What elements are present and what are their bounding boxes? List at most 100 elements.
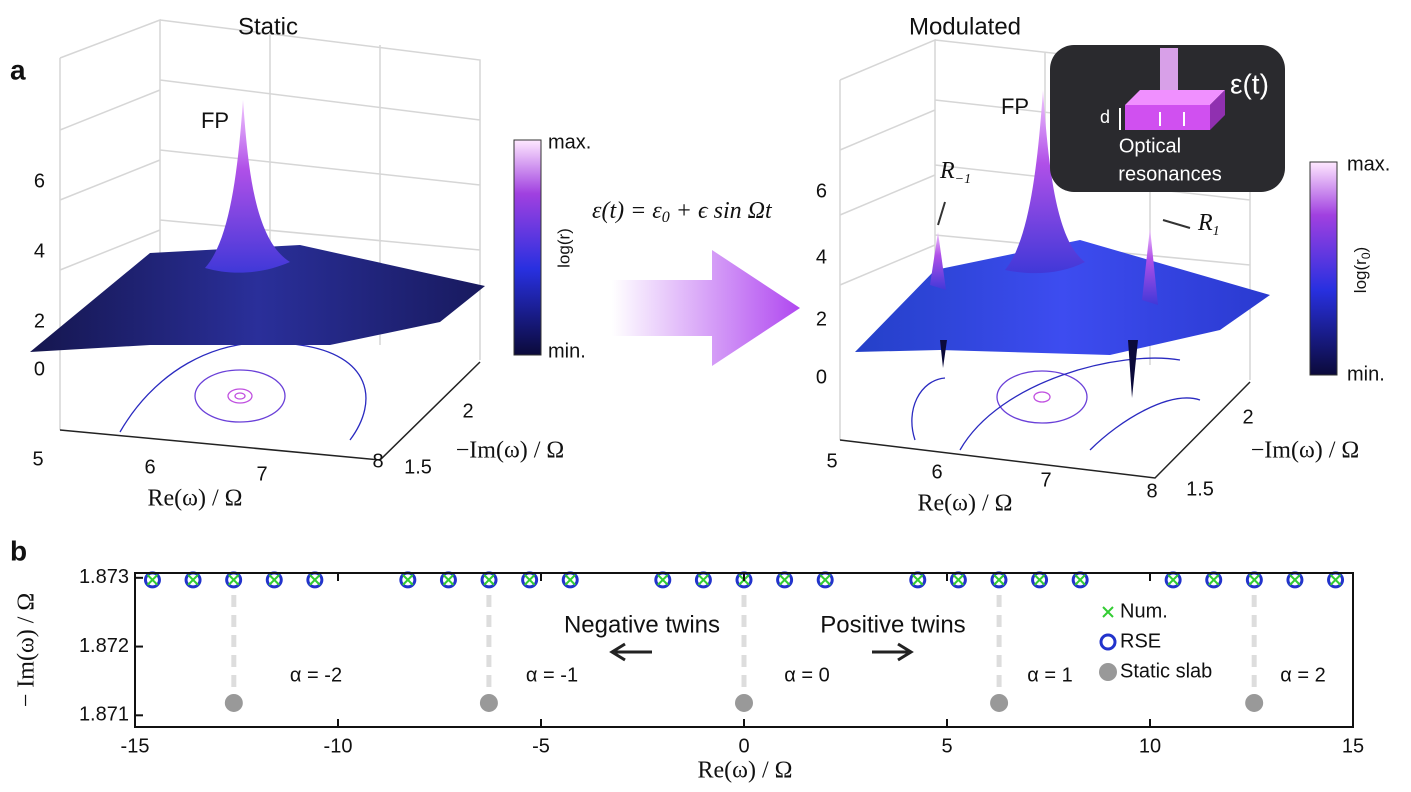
panel-label: a: [10, 54, 26, 85]
tick: 8: [372, 450, 383, 472]
legend-label: RSE: [1120, 630, 1161, 652]
grid-frame: [59, 18, 481, 430]
tick: 2: [462, 400, 473, 422]
tick: 7: [256, 463, 267, 485]
surface: [30, 245, 485, 352]
equation: ε(t) = ε0 + ϵ sin Ωt: [592, 198, 773, 226]
point: [479, 693, 498, 712]
modulated-plot: 6 4 2 0 5 6 7 8 2 1.5 Re(ω) / Ω −Im(ω) /…: [816, 13, 1390, 516]
point: [224, 693, 243, 712]
axis-label: Re(ω) / Ω: [918, 491, 1013, 517]
legend-marker: [1099, 633, 1117, 651]
point: [227, 574, 240, 586]
contour: [1033, 391, 1051, 403]
legend-label: Num.: [1120, 600, 1168, 622]
label-main: R: [1197, 210, 1213, 236]
annotation: α = -2: [290, 664, 342, 686]
cb-part: log(r: [1351, 259, 1370, 293]
tick: 0: [816, 366, 827, 388]
point: [146, 574, 159, 586]
y-tick-label: 1.871: [79, 704, 129, 726]
legend-marker: [1102, 606, 1114, 618]
eq-part: ε(t) = ε: [592, 198, 662, 224]
tick: 4: [816, 246, 827, 268]
x-tick-label: -10: [324, 735, 353, 757]
tick: 1.5: [1186, 478, 1214, 500]
label-sub: 1: [1213, 224, 1220, 239]
point: [1289, 574, 1301, 586]
x-tick-label: -5: [532, 735, 550, 757]
tick: 5: [32, 448, 43, 470]
tick: 1.5: [404, 456, 432, 478]
point: [1329, 574, 1342, 586]
resonance-label: R1: [1197, 210, 1220, 240]
point: [442, 574, 455, 586]
x-tick-label: 5: [941, 735, 952, 757]
tick: 2: [34, 310, 45, 332]
colorbar-label: min.: [548, 340, 586, 362]
colorbar-title: log(r0): [1351, 247, 1373, 293]
arrows: [1159, 112, 1185, 126]
y-axis-label: − Im(ω) / Ω: [14, 593, 40, 707]
dip: [940, 340, 947, 368]
colorbar: [1309, 161, 1338, 376]
contour: [996, 370, 1088, 424]
slab-side: [1210, 90, 1225, 130]
x-tick-label: 15: [1342, 735, 1364, 757]
x-tick-label: 10: [1139, 735, 1161, 757]
tick: 2: [1242, 406, 1253, 428]
colorbar-title: log(r): [554, 228, 573, 268]
point: [1074, 574, 1086, 586]
resonance-label: R−1: [939, 158, 971, 188]
y-tick-label: 1.873: [79, 566, 129, 588]
point: [309, 574, 321, 586]
slab: [1125, 105, 1210, 130]
point: [697, 574, 710, 586]
annotation: Positive twins: [820, 611, 965, 638]
x-tick-label: -15: [121, 735, 150, 757]
point: [952, 574, 965, 586]
point: [778, 574, 791, 586]
colorbar: [513, 139, 542, 356]
peak: [1142, 228, 1158, 305]
label-sub: −1: [955, 172, 971, 187]
point: [657, 574, 669, 586]
label-main: R: [939, 158, 955, 184]
point: [402, 574, 414, 586]
panel-label: b: [10, 535, 27, 566]
point: [735, 693, 753, 712]
point: [990, 693, 1009, 712]
eq-sub: 0: [662, 209, 670, 226]
point: [187, 574, 199, 586]
peak-label: FP: [1001, 94, 1029, 119]
base-axes: [59, 361, 481, 461]
point: [1167, 574, 1179, 586]
inset-label: ε(t): [1230, 68, 1269, 99]
point: [268, 574, 280, 586]
tick: 7: [1040, 469, 1051, 491]
annotation: α = 2: [1280, 664, 1325, 686]
colorbar-label: max.: [548, 131, 591, 153]
point: [993, 574, 1005, 586]
legend-marker: [1099, 663, 1117, 681]
cb-sub: 0: [1359, 252, 1373, 259]
annotation: α = -1: [526, 664, 578, 686]
tick: 6: [931, 461, 942, 483]
title: Modulated: [909, 13, 1021, 40]
beam: [1160, 48, 1178, 98]
tick: 5: [826, 450, 837, 472]
axis-label: −Im(ω) / Ω: [1251, 438, 1359, 464]
point: [912, 574, 924, 586]
tick: 6: [144, 456, 155, 478]
colorbar-label: min.: [1347, 363, 1385, 385]
legend-label: Static slab: [1120, 660, 1212, 682]
arrow: [612, 250, 800, 366]
axis-label: Re(ω) / Ω: [148, 486, 243, 512]
contour: [119, 341, 367, 441]
surface: [855, 240, 1270, 355]
title: Static: [238, 13, 298, 40]
contour: [227, 388, 253, 404]
tick: 6: [816, 180, 827, 202]
tick: 8: [1146, 480, 1157, 502]
